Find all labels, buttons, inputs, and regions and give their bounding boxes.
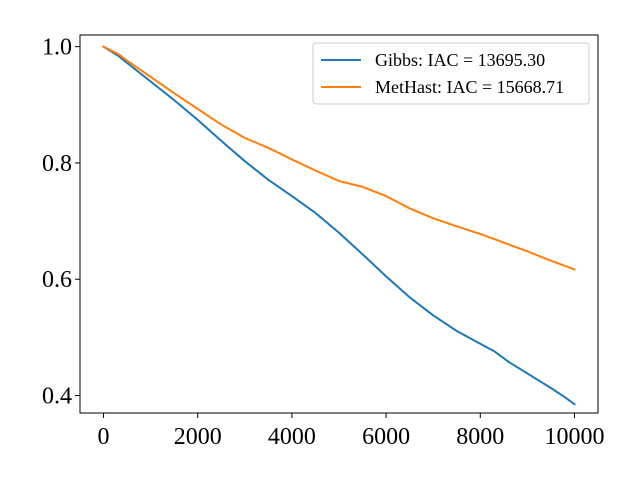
y-tick-label: 0.4 [42,384,72,410]
y-tick-label: 1.0 [42,35,72,61]
x-tick-label: 6000 [362,424,410,450]
legend-label-0: Gibbs: IAC = 13695.30 [375,50,545,70]
legend: Gibbs: IAC = 13695.30 MetHast: IAC = 1566… [312,42,590,105]
y-tick-label: 0.8 [42,151,72,177]
x-tick-label: 0 [98,424,110,450]
legend-box [312,42,590,105]
x-tick-label: 8000 [456,424,504,450]
axes-frame [79,34,599,414]
legend-label-1: MetHast: IAC = 15668.71 [375,77,564,97]
axes: 0 2000 4000 6000 8000 10000 0.4 0.6 0.8 1.0 [42,34,604,450]
x-tick-label: 2000 [174,424,222,450]
plot-area [102,45,576,406]
series-line-1 [102,45,576,271]
y-tick-label: 0.6 [42,267,72,293]
x-tick-label: 10000 [544,424,604,450]
x-tick-label: 4000 [268,424,316,450]
series-line-0 [102,45,576,406]
